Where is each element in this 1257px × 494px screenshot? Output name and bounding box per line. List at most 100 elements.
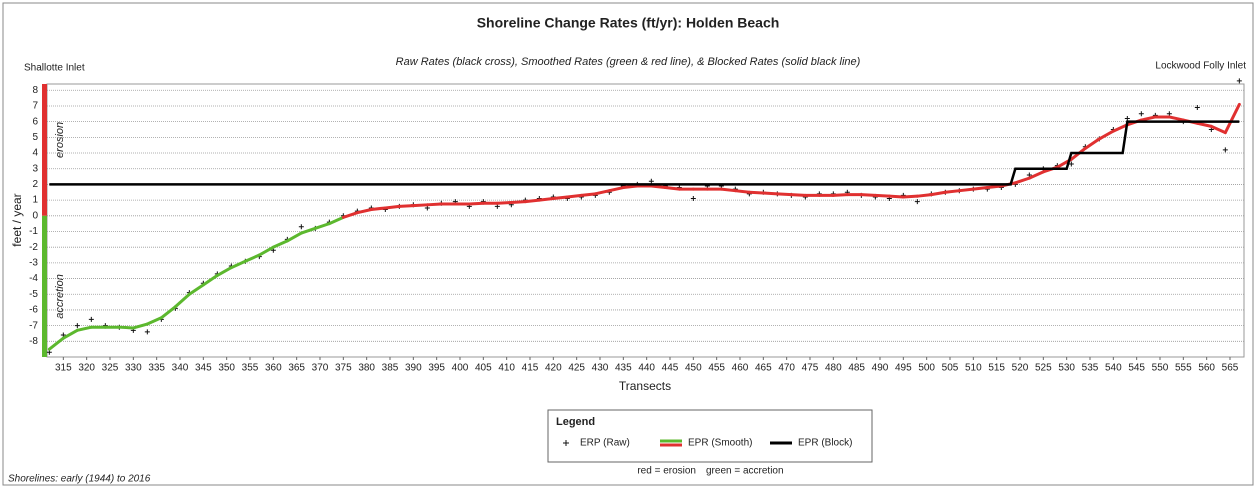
y-tick-label: 3	[32, 163, 38, 174]
smooth-segment	[985, 184, 1003, 190]
smooth-segment	[957, 187, 975, 193]
smooth-segment	[649, 184, 667, 190]
x-tick-label: 405	[475, 363, 492, 374]
x-tick-label: 315	[55, 363, 72, 374]
smooth-segment	[537, 197, 555, 202]
smooth-segment	[243, 253, 261, 263]
smooth-segment	[607, 186, 625, 193]
x-tick-label: 485	[848, 363, 865, 374]
smooth-segment	[257, 245, 275, 257]
smooth-segment	[1223, 102, 1241, 135]
footnote: Shorelines: early (1944) to 2016	[8, 474, 151, 485]
smooth-segment	[509, 200, 527, 204]
x-tick-label: 495	[895, 363, 912, 374]
smooth-segment	[187, 283, 205, 296]
y-tick-label: 7	[32, 101, 38, 112]
smooth-segment	[523, 198, 541, 204]
raw-point	[1124, 116, 1130, 122]
x-tick-label: 380	[358, 363, 375, 374]
x-tick-label: 545	[1128, 363, 1145, 374]
smooth-segment	[1097, 129, 1115, 141]
raw-point	[1138, 111, 1144, 117]
x-tick-label: 525	[1035, 363, 1052, 374]
x-tick-label: 565	[1222, 363, 1239, 374]
x-tick-label: 325	[102, 363, 119, 374]
subtitle: Raw Rates (black cross), Smoothed Rates …	[396, 56, 861, 68]
x-tick-label: 490	[872, 363, 889, 374]
smooth-segment	[229, 259, 247, 270]
y-tick-label: -8	[29, 336, 38, 347]
smooth-segment	[1083, 137, 1101, 150]
smooth-segment	[775, 192, 793, 197]
x-tick-label: 475	[802, 363, 819, 374]
smooth-segment	[565, 193, 583, 199]
smooth-segment	[1111, 123, 1129, 133]
erosion-label: erosion	[54, 122, 66, 158]
smooth-segment	[747, 190, 765, 195]
legend-title: Legend	[556, 416, 595, 428]
x-tick-label: 550	[1152, 363, 1169, 374]
x-tick-label: 350	[218, 363, 235, 374]
smooth-segment	[901, 194, 919, 199]
left-label: Shallotte Inlet	[24, 63, 85, 74]
y-tick-label: -1	[29, 226, 38, 237]
x-tick-label: 385	[382, 363, 399, 374]
y-tick-label: 6	[32, 116, 38, 127]
smooth-segment	[397, 204, 415, 208]
y-tick-label: -5	[29, 289, 38, 300]
y-tick-label: 1	[32, 195, 38, 206]
y-tick-label: 4	[32, 148, 38, 159]
smooth-segment	[117, 325, 135, 330]
smooth-segment	[1027, 170, 1045, 180]
raw-point	[914, 199, 920, 205]
y-tick-label: -6	[29, 305, 38, 316]
x-tick-label: 500	[918, 363, 935, 374]
smooth-segment	[355, 208, 373, 215]
x-tick-label: 345	[195, 363, 212, 374]
x-tick-label: 425	[568, 363, 585, 374]
x-tick-label: 365	[288, 363, 305, 374]
raw-point	[1068, 161, 1074, 167]
smooth-segment	[61, 328, 79, 340]
smooth-segment	[593, 189, 611, 196]
y-tick-label: -7	[29, 320, 38, 331]
smooth-segment	[761, 191, 779, 196]
smooth-segment	[425, 202, 443, 207]
x-tick-label: 390	[405, 363, 422, 374]
accretion-band	[42, 215, 47, 357]
x-tick-label: 480	[825, 363, 842, 374]
y-tick-label: 0	[32, 210, 38, 221]
y-axis-label: feet / year	[10, 193, 24, 246]
x-tick-label: 445	[662, 363, 679, 374]
y-tick-label: -4	[29, 273, 38, 284]
x-tick-label: 330	[125, 363, 142, 374]
x-tick-label: 370	[312, 363, 329, 374]
smooth-segment	[943, 189, 961, 194]
smooth-segment	[1167, 115, 1185, 122]
x-tick-label: 540	[1105, 363, 1122, 374]
smooth-segment	[75, 325, 93, 332]
x-tick-label: 420	[545, 363, 562, 374]
y-tick-label: -2	[29, 242, 38, 253]
raw-point	[1222, 147, 1228, 153]
x-tick-label: 515	[988, 363, 1005, 374]
y-tick-label: 8	[32, 85, 38, 96]
smooth-segment	[383, 204, 401, 210]
smooth-segment	[495, 200, 513, 205]
raw-point	[648, 178, 654, 184]
smooth-segment	[1139, 115, 1157, 122]
smooth-segment	[1209, 124, 1227, 135]
y-tick-label: 2	[32, 179, 38, 190]
x-tick-label: 520	[1012, 363, 1029, 374]
smooth-segment	[1013, 176, 1031, 185]
right-label: Lockwood Folly Inlet	[1155, 61, 1246, 72]
smooth-segment	[145, 316, 163, 326]
block-line	[49, 120, 1240, 186]
x-tick-label: 460	[732, 363, 749, 374]
smooth-segment	[929, 190, 947, 197]
y-tick-label: -3	[29, 258, 38, 269]
legend-note-red: red = erosion	[637, 466, 696, 477]
smooth-segment	[663, 186, 681, 191]
x-tick-label: 415	[522, 363, 539, 374]
